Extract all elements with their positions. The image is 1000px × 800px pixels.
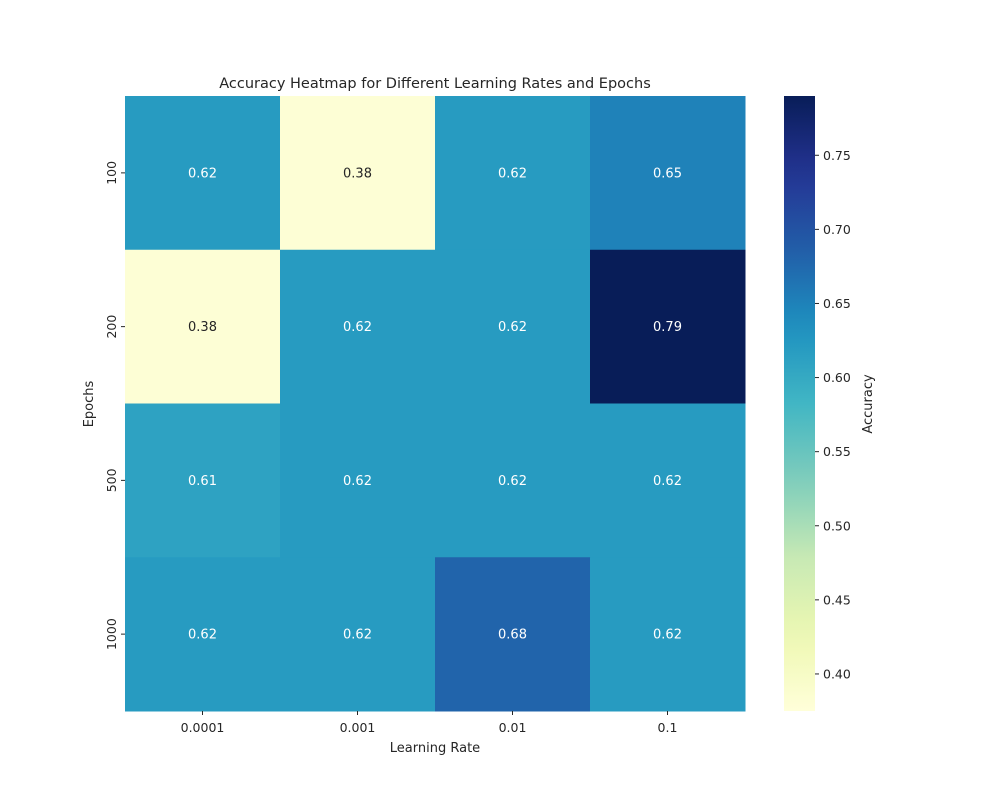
cell-value-label: 0.62: [653, 474, 682, 489]
cell-value-label: 0.62: [498, 320, 527, 335]
x-axis-ticks: 0.0001 0.001 0.01 0.1: [181, 711, 678, 735]
heatmap-cell: [590, 557, 746, 712]
cell-value-label: 0.65: [653, 166, 682, 181]
colorbar-tick-label: 0.45: [823, 592, 851, 607]
colorbar-tick-label: 0.75: [823, 148, 851, 163]
colorbar-tick-label: 0.55: [823, 444, 851, 459]
heatmap-cell: [590, 403, 746, 558]
cell-value-label: 0.62: [653, 628, 682, 643]
heatmap-cell: [590, 249, 746, 404]
cell-value-label: 0.62: [188, 166, 217, 181]
y-tick-label: 100: [104, 161, 119, 185]
cell-value-label: 0.38: [188, 320, 217, 335]
cell-value-label: 0.62: [343, 320, 372, 335]
heatmap-cell: [435, 557, 591, 712]
heatmap-cell: [280, 96, 436, 251]
colorbar-tick-label: 0.65: [823, 296, 851, 311]
cell-value-label: 0.62: [188, 628, 217, 643]
heatmap-cell: [125, 557, 281, 712]
cell-value-label: 0.62: [498, 474, 527, 489]
colorbar-tick-label: 0.70: [823, 222, 851, 237]
colorbar-tick-label: 0.40: [823, 666, 851, 681]
heatmap-cell: [280, 557, 436, 712]
cell-value-label: 0.62: [498, 166, 527, 181]
cell-value-label: 0.62: [343, 628, 372, 643]
colorbar-tick-label: 0.60: [823, 370, 851, 385]
heatmap-cell: [590, 96, 746, 251]
cell-value-label: 0.61: [188, 474, 217, 489]
x-tick-label: 0.1: [658, 720, 678, 735]
x-axis-label: Learning Rate: [390, 741, 480, 756]
colorbar: [784, 96, 815, 711]
heatmap-cells: 0.62 0.38 0.62 0.65 0.38 0.62 0.62 0.79 0.61 0.62…: [125, 96, 746, 712]
cell-value-label: 0.38: [343, 166, 372, 181]
colorbar-label: Accuracy: [861, 374, 876, 434]
x-tick-label: 0.001: [340, 720, 376, 735]
x-tick-label: 0.0001: [181, 720, 225, 735]
heatmap-cell: [125, 249, 281, 404]
y-axis-label: Epochs: [82, 380, 97, 427]
colorbar-tick-label: 0.50: [823, 518, 851, 533]
cell-value-label: 0.62: [343, 474, 372, 489]
chart-title: Accuracy Heatmap for Different Learning …: [219, 76, 651, 92]
y-axis-ticks: 100 200 500 1000: [104, 161, 125, 650]
heatmap-cell: [435, 249, 591, 404]
heatmap-cell: [280, 249, 436, 404]
heatmap-cell: [125, 96, 281, 251]
cell-value-label: 0.68: [498, 628, 527, 643]
y-tick-label: 1000: [104, 618, 119, 650]
heatmap-cell: [435, 403, 591, 558]
x-tick-label: 0.01: [499, 720, 527, 735]
cell-value-label: 0.79: [653, 320, 682, 335]
colorbar-ticks: 0.40 0.45 0.50 0.55 0.60 0.65 0.70 0.75: [815, 148, 851, 681]
heatmap-cell: [435, 96, 591, 251]
heatmap-cell: [125, 403, 281, 558]
y-tick-label: 200: [104, 315, 119, 339]
y-tick-label: 500: [104, 468, 119, 492]
heatmap-cell: [280, 403, 436, 558]
